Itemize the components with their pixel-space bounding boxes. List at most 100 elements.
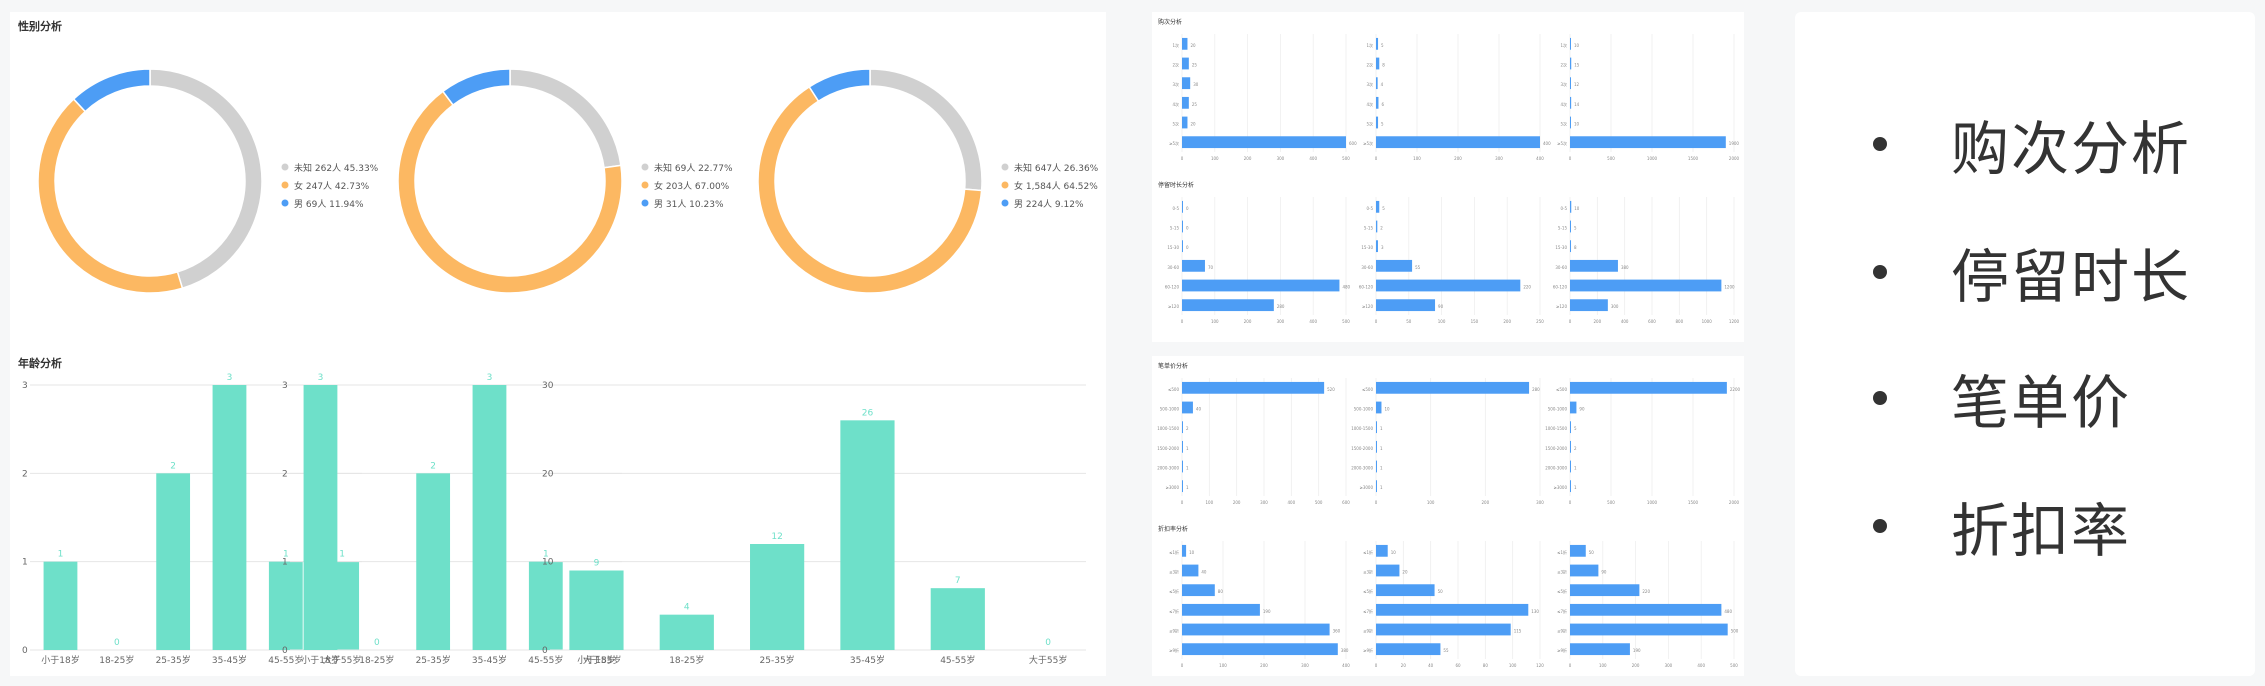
bar-value-label: 2 bbox=[1574, 446, 1577, 451]
hbar bbox=[1376, 279, 1521, 292]
bar-value-label: 90 bbox=[1438, 304, 1444, 309]
hbar bbox=[1376, 77, 1378, 90]
x-tick-label: 100 bbox=[1219, 663, 1227, 668]
bar-value-label: 220 bbox=[1642, 589, 1650, 594]
x-tick-label: 35-45岁 bbox=[212, 654, 247, 666]
x-tick-label: 0 bbox=[1181, 663, 1184, 668]
hbar bbox=[1376, 623, 1511, 636]
donut-slice bbox=[509, 68, 622, 169]
bar-value-label: 25 bbox=[1192, 102, 1198, 107]
bar-value-label: 5 bbox=[1381, 121, 1384, 126]
row-label: ≥9折 bbox=[1363, 647, 1373, 653]
row-label: ≤3折 bbox=[1557, 568, 1567, 574]
bar-value-label: 50 bbox=[1589, 550, 1595, 555]
bar-value-label: 8 bbox=[1382, 62, 1385, 67]
hbar bbox=[1570, 96, 1572, 109]
section-title: 购次分析 bbox=[1158, 18, 1182, 26]
x-tick-label: 200 bbox=[1244, 319, 1252, 324]
hbar bbox=[1376, 240, 1378, 253]
x-tick-label: 0 bbox=[1569, 663, 1572, 668]
hbar bbox=[1182, 220, 1183, 233]
hbar bbox=[1182, 279, 1340, 292]
hbar bbox=[1570, 116, 1571, 129]
hbar bbox=[1570, 440, 1571, 453]
hbar bbox=[1376, 564, 1400, 577]
bar-value-label: 280 bbox=[1277, 304, 1285, 309]
bar-value-label: 1 bbox=[1574, 485, 1577, 490]
x-tick-label: 0 bbox=[1375, 156, 1378, 161]
x-tick-label: 1500 bbox=[1688, 156, 1699, 161]
bar-value-label: 115 bbox=[1514, 628, 1522, 633]
row-label: 2000-3000 bbox=[1351, 465, 1373, 470]
donut-slice bbox=[441, 68, 511, 107]
x-tick-label: 2000 bbox=[1729, 500, 1740, 505]
hbar bbox=[1182, 401, 1193, 414]
bar-value-label: 520 bbox=[1327, 387, 1335, 392]
hbar bbox=[1376, 381, 1530, 394]
row-label: ≤1折 bbox=[1557, 549, 1567, 555]
x-tick-label: 250 bbox=[1536, 319, 1544, 324]
age-bar bbox=[840, 420, 895, 650]
hbar bbox=[1376, 116, 1379, 129]
age-bar bbox=[569, 570, 624, 650]
x-tick-label: 60 bbox=[1455, 663, 1461, 668]
bar-value-label: 480 bbox=[1342, 284, 1350, 289]
x-tick-label: 200 bbox=[1632, 663, 1640, 668]
bar-value-label: 12 bbox=[771, 532, 782, 542]
bar-value-label: 10 bbox=[1391, 550, 1397, 555]
row-label: 500-1000 bbox=[1548, 406, 1568, 411]
donut-slice bbox=[869, 68, 983, 192]
x-tick-label: 300 bbox=[1277, 319, 1285, 324]
row-label: 500-1000 bbox=[1160, 406, 1180, 411]
y-tick-label: 0 bbox=[22, 646, 28, 656]
hbar bbox=[1570, 564, 1599, 577]
x-tick-label: 100 bbox=[1509, 663, 1517, 668]
donut-slice bbox=[149, 68, 263, 290]
x-tick-label: 80 bbox=[1483, 663, 1489, 668]
bar-value-label: 2 bbox=[1380, 225, 1383, 230]
bar-value-label: 10 bbox=[1384, 406, 1390, 411]
bar-value-label: 3 bbox=[1381, 245, 1384, 250]
bar-value-label: 5 bbox=[1381, 43, 1384, 48]
hbar bbox=[1570, 57, 1572, 70]
bullet-list-panel: 购次分析 停留时长 笔单价 折扣率 bbox=[1795, 12, 2255, 676]
bar-value-label: 360 bbox=[1333, 628, 1341, 633]
hbar bbox=[1570, 584, 1640, 597]
bar-value-label: 6 bbox=[1381, 102, 1384, 107]
bar-value-label: 5 bbox=[1574, 225, 1577, 230]
bar-value-label: 380 bbox=[1341, 648, 1349, 653]
row-label: ≤5折 bbox=[1557, 588, 1567, 594]
y-tick-label: 0 bbox=[282, 646, 288, 656]
bar-value-label: 10 bbox=[1574, 43, 1580, 48]
x-tick-label: 300 bbox=[1301, 663, 1309, 668]
x-tick-label: 1000 bbox=[1647, 500, 1658, 505]
x-tick-label: 0 bbox=[1569, 156, 1572, 161]
x-tick-label: 100 bbox=[1211, 156, 1219, 161]
hbar bbox=[1570, 259, 1618, 272]
x-tick-label: 150 bbox=[1471, 319, 1479, 324]
bar-value-label: 25 bbox=[1192, 62, 1198, 67]
hbar bbox=[1182, 623, 1330, 636]
hbar bbox=[1376, 259, 1413, 272]
hbar bbox=[1376, 544, 1388, 557]
bullet-text: 笔单价 bbox=[1951, 369, 2132, 437]
x-tick-label: 40 bbox=[1428, 663, 1434, 668]
age-bar bbox=[659, 614, 714, 650]
bullet-item: 购次分析 bbox=[1873, 104, 2191, 184]
legend-label: 未知 647人 26.36% bbox=[1014, 162, 1099, 174]
x-tick-label: 200 bbox=[1454, 156, 1462, 161]
x-tick-label: 0 bbox=[1375, 319, 1378, 324]
row-label: 1000-1500 bbox=[1351, 426, 1373, 431]
bullet-item: 笔单价 bbox=[1873, 358, 2131, 438]
donut-slice bbox=[37, 98, 184, 294]
row-label: 15-30 bbox=[1555, 245, 1567, 250]
section-title: 笔单价分析 bbox=[1158, 362, 1188, 370]
hbar bbox=[1570, 643, 1630, 656]
bar-value-label: 0 bbox=[1186, 225, 1189, 230]
row-label: 4次 bbox=[1172, 101, 1179, 107]
x-tick-label: 300 bbox=[1495, 156, 1503, 161]
row-label: 5次 bbox=[1560, 120, 1567, 126]
row-label: 60-120 bbox=[1553, 284, 1568, 289]
bar-value-label: 1 bbox=[543, 550, 549, 560]
bullet-dot-icon bbox=[1873, 265, 1887, 279]
